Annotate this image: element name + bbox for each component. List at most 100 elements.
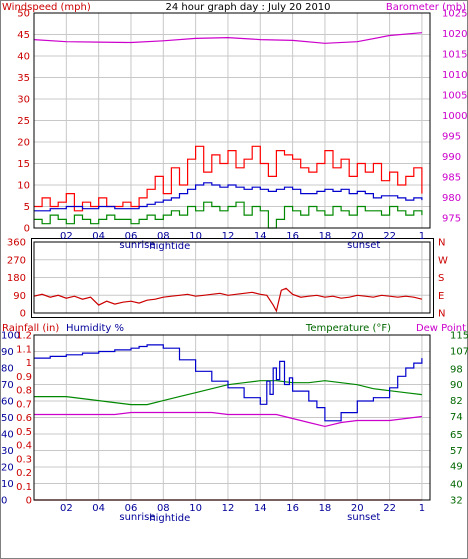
hightide-label: hightide bbox=[149, 513, 190, 524]
x-tick-label: 12 bbox=[222, 231, 235, 242]
temperature-tick-label: 74 bbox=[450, 412, 463, 423]
x-tick-label: 02 bbox=[60, 231, 73, 242]
x-tick-label: 04 bbox=[92, 503, 105, 514]
x-tick-label: 04 bbox=[92, 231, 105, 242]
humidity-tick-label: 90 bbox=[1, 347, 14, 358]
x-tick-label: 14 bbox=[254, 503, 267, 514]
x-tick-label: 06 bbox=[125, 503, 138, 514]
humidity-tick-label: 40 bbox=[1, 430, 14, 441]
temperature-tick-label: 90 bbox=[450, 380, 463, 391]
humidity-tick-label: 50 bbox=[1, 413, 14, 424]
rainfall-tick-label: 0.5 bbox=[16, 427, 32, 438]
x-tick-label: 1 bbox=[419, 231, 425, 242]
rainfall-tick-label: 0.1 bbox=[16, 482, 32, 493]
humidity-tick-label: 70 bbox=[1, 380, 14, 391]
sunrise-label: sunrise bbox=[119, 240, 155, 251]
compass-tick-label: W bbox=[438, 255, 448, 266]
dew-point-line bbox=[34, 411, 422, 428]
x-tick-label: 16 bbox=[286, 231, 299, 242]
rainfall-tick-label: 1 bbox=[26, 358, 32, 369]
plot-frame bbox=[33, 241, 431, 314]
barometer-tick-label: 1015 bbox=[442, 49, 467, 60]
sunset-label: sunset bbox=[347, 512, 380, 523]
barometer-tick-label: 1010 bbox=[442, 70, 467, 81]
temperature-tick-label: 115 bbox=[450, 331, 468, 342]
rainfall-tick-label: 1.2 bbox=[16, 331, 32, 342]
windspeed-tick-label: 5 bbox=[24, 202, 30, 213]
temperature-tick-label: 98 bbox=[450, 364, 463, 375]
x-tick-label: 08 bbox=[157, 503, 170, 514]
barometer-tick-label: 990 bbox=[442, 152, 461, 163]
humidity-tick-label: 10 bbox=[1, 479, 14, 490]
humidity-axis-label: Humidity % bbox=[66, 323, 124, 334]
barometer-tick-label: 975 bbox=[442, 213, 461, 224]
direction-tick-label: 0 bbox=[20, 309, 26, 320]
rainfall-tick-label: 0.4 bbox=[16, 441, 32, 452]
temperature-tick-label: 40 bbox=[450, 480, 463, 491]
compass-tick-label: N bbox=[438, 238, 445, 249]
x-tick-label: 06 bbox=[125, 231, 138, 242]
compass-tick-label: N bbox=[438, 309, 445, 320]
barometer-axis-label: Barometer (mb) bbox=[386, 2, 466, 13]
windspeed-tick-label: 0 bbox=[24, 224, 30, 235]
x-tick-label: 02 bbox=[60, 503, 73, 514]
rainfall-tick-label: 0 bbox=[26, 496, 32, 507]
barometer-tick-label: 1020 bbox=[442, 29, 467, 40]
chart-title: 24 hour graph day : July 20 2010 bbox=[165, 2, 330, 13]
x-tick-label: 20 bbox=[351, 503, 364, 514]
humidity-line bbox=[34, 344, 423, 422]
x-tick-label: 08 bbox=[157, 231, 170, 242]
rainfall-tick-label: 0.8 bbox=[16, 386, 32, 397]
temperature-tick-label: 49 bbox=[450, 462, 463, 473]
windspeed-tick-label: 50 bbox=[17, 9, 30, 20]
rainfall-axis-label: Rainfall (in) bbox=[2, 323, 59, 334]
barometer-tick-label: 1005 bbox=[442, 90, 467, 101]
windspeed-tick-label: 35 bbox=[17, 73, 30, 84]
rainfall-tick-label: 0.3 bbox=[16, 454, 32, 465]
direction-tick-label: 90 bbox=[13, 291, 26, 302]
windspeed-tick-label: 25 bbox=[17, 116, 30, 127]
windspeed-tick-label: 10 bbox=[17, 181, 30, 192]
x-tick-label: 10 bbox=[189, 503, 202, 514]
humidity-tick-label: 30 bbox=[1, 446, 14, 457]
temperature-tick-label: 65 bbox=[450, 430, 463, 441]
x-tick-label: 20 bbox=[351, 231, 364, 242]
wind-average-line bbox=[34, 182, 423, 212]
wind-low-line bbox=[34, 201, 423, 229]
humidity-tick-label: 80 bbox=[1, 364, 14, 375]
x-tick-label: 12 bbox=[222, 503, 235, 514]
direction-tick-label: 180 bbox=[7, 273, 26, 284]
dew-point-axis-label: Dew Point bbox=[416, 323, 466, 334]
windspeed-axis-label: Windspeed (mph) bbox=[2, 2, 91, 13]
rainfall-tick-label: 0.2 bbox=[16, 468, 32, 479]
x-tick-label: 22 bbox=[383, 231, 396, 242]
plot-frame bbox=[33, 12, 431, 229]
windspeed-tick-label: 45 bbox=[17, 30, 30, 41]
x-tick-label: 22 bbox=[383, 503, 396, 514]
barometer-tick-label: 980 bbox=[442, 193, 461, 204]
barometer-tick-label: 985 bbox=[442, 172, 461, 183]
hightide-label: hightide bbox=[149, 241, 190, 252]
temperature-axis-label: Temperature (°F) bbox=[305, 323, 391, 334]
rainfall-tick-label: 0.6 bbox=[16, 413, 32, 424]
windspeed-tick-label: 15 bbox=[17, 159, 30, 170]
barometer-line bbox=[33, 32, 422, 44]
temperature-tick-label: 107 bbox=[450, 346, 468, 357]
windspeed-tick-label: 30 bbox=[17, 95, 30, 106]
x-tick-label: 14 bbox=[254, 231, 267, 242]
rainfall-tick-label: 1.1 bbox=[16, 344, 32, 355]
x-tick-label: 16 bbox=[286, 503, 299, 514]
humidity-tick-label: 60 bbox=[1, 397, 14, 408]
windspeed-tick-label: 20 bbox=[17, 138, 30, 149]
wind-direction-line bbox=[33, 287, 423, 313]
compass-tick-label: S bbox=[438, 273, 444, 284]
x-tick-label: 18 bbox=[319, 231, 332, 242]
plot-frame bbox=[33, 334, 431, 501]
barometer-tick-label: 1000 bbox=[442, 111, 467, 122]
x-tick-label: 10 bbox=[189, 231, 202, 242]
compass-tick-label: E bbox=[438, 291, 444, 302]
direction-tick-label: 270 bbox=[7, 255, 26, 266]
wind-gust-line bbox=[34, 145, 423, 212]
windspeed-tick-label: 40 bbox=[17, 52, 30, 63]
